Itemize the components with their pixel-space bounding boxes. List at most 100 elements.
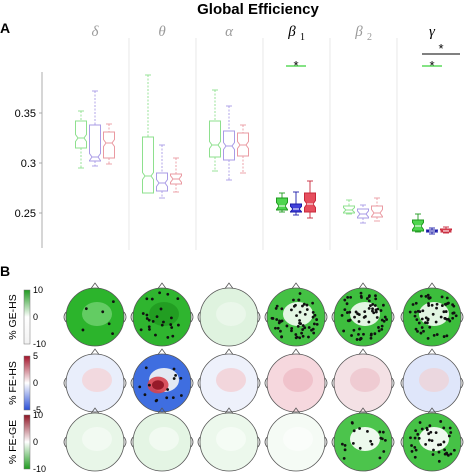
- head-map: [267, 354, 325, 412]
- electrode-dot: [425, 321, 429, 325]
- electrode-dot: [427, 438, 431, 442]
- electrode-dot: [437, 443, 440, 447]
- head-patch: [283, 302, 313, 326]
- electrode-dot: [352, 328, 356, 332]
- electrode-dot: [277, 321, 281, 325]
- electrode-dot: [294, 333, 298, 336]
- head-outline: [199, 353, 259, 413]
- electrode-dot: [147, 383, 151, 387]
- electrode-dot: [294, 336, 298, 340]
- electrode-dot: [292, 298, 295, 302]
- electrode-dot: [290, 308, 293, 312]
- electrode-dot: [315, 322, 319, 326]
- electrode-dot: [442, 335, 446, 338]
- electrode-dot: [294, 303, 297, 307]
- head-ear-right: [460, 436, 464, 448]
- electrode-dot: [427, 302, 430, 305]
- electrode-dot: [280, 335, 283, 339]
- head-ear-right: [324, 377, 328, 389]
- electrode-dot: [371, 309, 374, 313]
- electrode-dot: [410, 449, 414, 453]
- electrode-dot: [380, 327, 384, 331]
- head-ear-right: [324, 436, 328, 448]
- head-map: [334, 354, 392, 412]
- electrode-dot: [343, 448, 347, 452]
- electrode-dot: [312, 331, 316, 335]
- electrode-dot: [446, 454, 450, 457]
- head-patch: [350, 368, 380, 392]
- band-subscript: 1: [300, 32, 305, 43]
- electrode-dot: [445, 451, 448, 455]
- electrode-dot: [296, 324, 300, 328]
- electrode-dot: [363, 310, 367, 314]
- head-patch: [419, 368, 449, 392]
- electrode-dot: [376, 307, 380, 311]
- electrode-dot: [447, 434, 451, 438]
- electrode-dot: [413, 455, 417, 459]
- head-map: [200, 413, 258, 471]
- electrode-dot: [370, 442, 374, 446]
- colorbar: [23, 414, 31, 470]
- head-outline: [266, 412, 326, 472]
- box-hs: [371, 205, 383, 218]
- electrode-dot: [342, 329, 346, 333]
- electrode-dot: [435, 306, 438, 310]
- electrode-dot: [166, 292, 170, 296]
- electrode-dot: [311, 327, 315, 331]
- significance-marker: *: [293, 58, 298, 73]
- electrode-dot: [107, 322, 111, 326]
- electrode-dot: [171, 396, 175, 400]
- head-ear-right: [391, 311, 395, 323]
- electrode-dot: [439, 315, 443, 319]
- electrode-dot: [409, 436, 412, 440]
- electrode-dot: [411, 303, 415, 306]
- electrode-dot: [414, 327, 418, 331]
- electrode-dot: [445, 334, 449, 338]
- electrode-dot: [312, 322, 316, 326]
- electrode-dot: [378, 430, 382, 434]
- electrode-dot: [275, 304, 279, 308]
- head-ear-right: [257, 377, 261, 389]
- electrode-dot: [413, 445, 417, 449]
- head-map: [403, 288, 461, 346]
- head-nose: [224, 407, 234, 414]
- head-outline: [199, 412, 259, 472]
- head-nose: [427, 348, 437, 355]
- electrode-dot: [154, 333, 157, 337]
- electrode-dot: [303, 326, 307, 330]
- electrode-dot: [297, 298, 301, 302]
- electrode-dot: [290, 329, 293, 333]
- electrode-dot: [369, 332, 373, 336]
- band-label: γ: [429, 24, 436, 40]
- electrode-dot: [374, 310, 378, 314]
- electrode-dot: [442, 440, 446, 444]
- electrode-dot: [431, 453, 435, 456]
- electrode-dot: [418, 421, 422, 424]
- electrode-dot: [162, 320, 165, 324]
- head-nose: [427, 407, 437, 414]
- electrode-dot: [452, 304, 456, 308]
- head-outline: [132, 412, 192, 472]
- head-patch: [149, 302, 179, 326]
- electrode-dot: [445, 296, 449, 300]
- electrode-dot: [383, 438, 387, 442]
- electrode-dot: [382, 303, 385, 307]
- electrode-dot: [408, 310, 412, 314]
- electrode-dot: [179, 376, 183, 380]
- electrode-dot: [443, 302, 447, 306]
- comparison-marker: *: [438, 41, 443, 56]
- electrode-dot: [340, 313, 344, 317]
- electrode-dot: [432, 333, 436, 337]
- electrode-dot: [413, 436, 417, 440]
- electrode-dot: [285, 324, 289, 328]
- electrode-dot: [414, 429, 418, 433]
- head-ear-left: [400, 436, 404, 448]
- head-outline: [333, 287, 393, 347]
- head-ear-right: [391, 436, 395, 448]
- electrode-dot: [422, 329, 425, 333]
- electrode-dot: [345, 302, 349, 306]
- electrode-dot: [84, 307, 88, 311]
- electrode-dot: [301, 304, 304, 308]
- electrode-dot: [439, 443, 442, 446]
- electrode-dot: [439, 420, 443, 423]
